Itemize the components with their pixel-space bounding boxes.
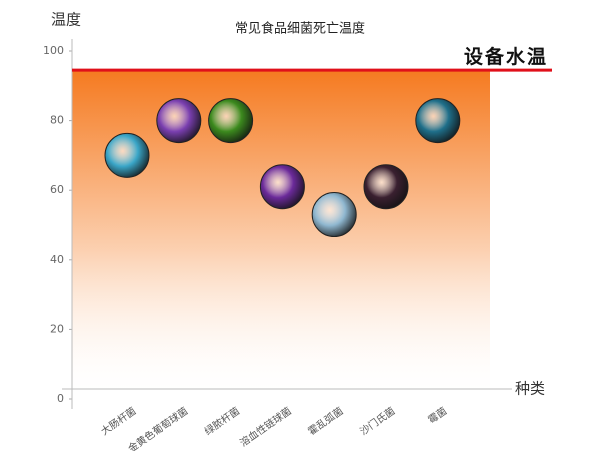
- x-tick-label: 沙门氏菌: [357, 404, 397, 438]
- y-tick-label: 20: [50, 322, 64, 335]
- x-tick-label: 溶血性链球菌: [237, 404, 294, 449]
- y-tick-label: 60: [50, 183, 64, 196]
- bacteria-marker: [104, 132, 150, 178]
- bacteria-marker: [415, 98, 461, 144]
- bacteria-marker: [259, 164, 305, 210]
- x-tick-label: 霉菌: [426, 405, 449, 426]
- bacteria-marker: [311, 192, 357, 238]
- x-tick-label: 霍乱弧菌: [305, 404, 345, 438]
- x-axis-label: 种类: [515, 380, 545, 398]
- bacteria-marker: [208, 98, 254, 144]
- chart-title: 常见食品细菌死亡温度: [235, 21, 365, 37]
- y-tick-label: 0: [57, 392, 64, 405]
- annotation-label: 设备水温: [464, 45, 548, 68]
- y-tick-label: 80: [50, 114, 64, 127]
- y-tick-label: 100: [43, 44, 64, 57]
- x-tick-label: 大肠杆菌: [98, 404, 138, 438]
- x-tick-label: 绿脓杆菌: [202, 404, 242, 438]
- bacteria-marker: [156, 98, 202, 144]
- y-axis-label: 温度: [51, 11, 81, 29]
- y-tick-label: 40: [50, 253, 64, 266]
- bacteria-marker: [363, 164, 409, 210]
